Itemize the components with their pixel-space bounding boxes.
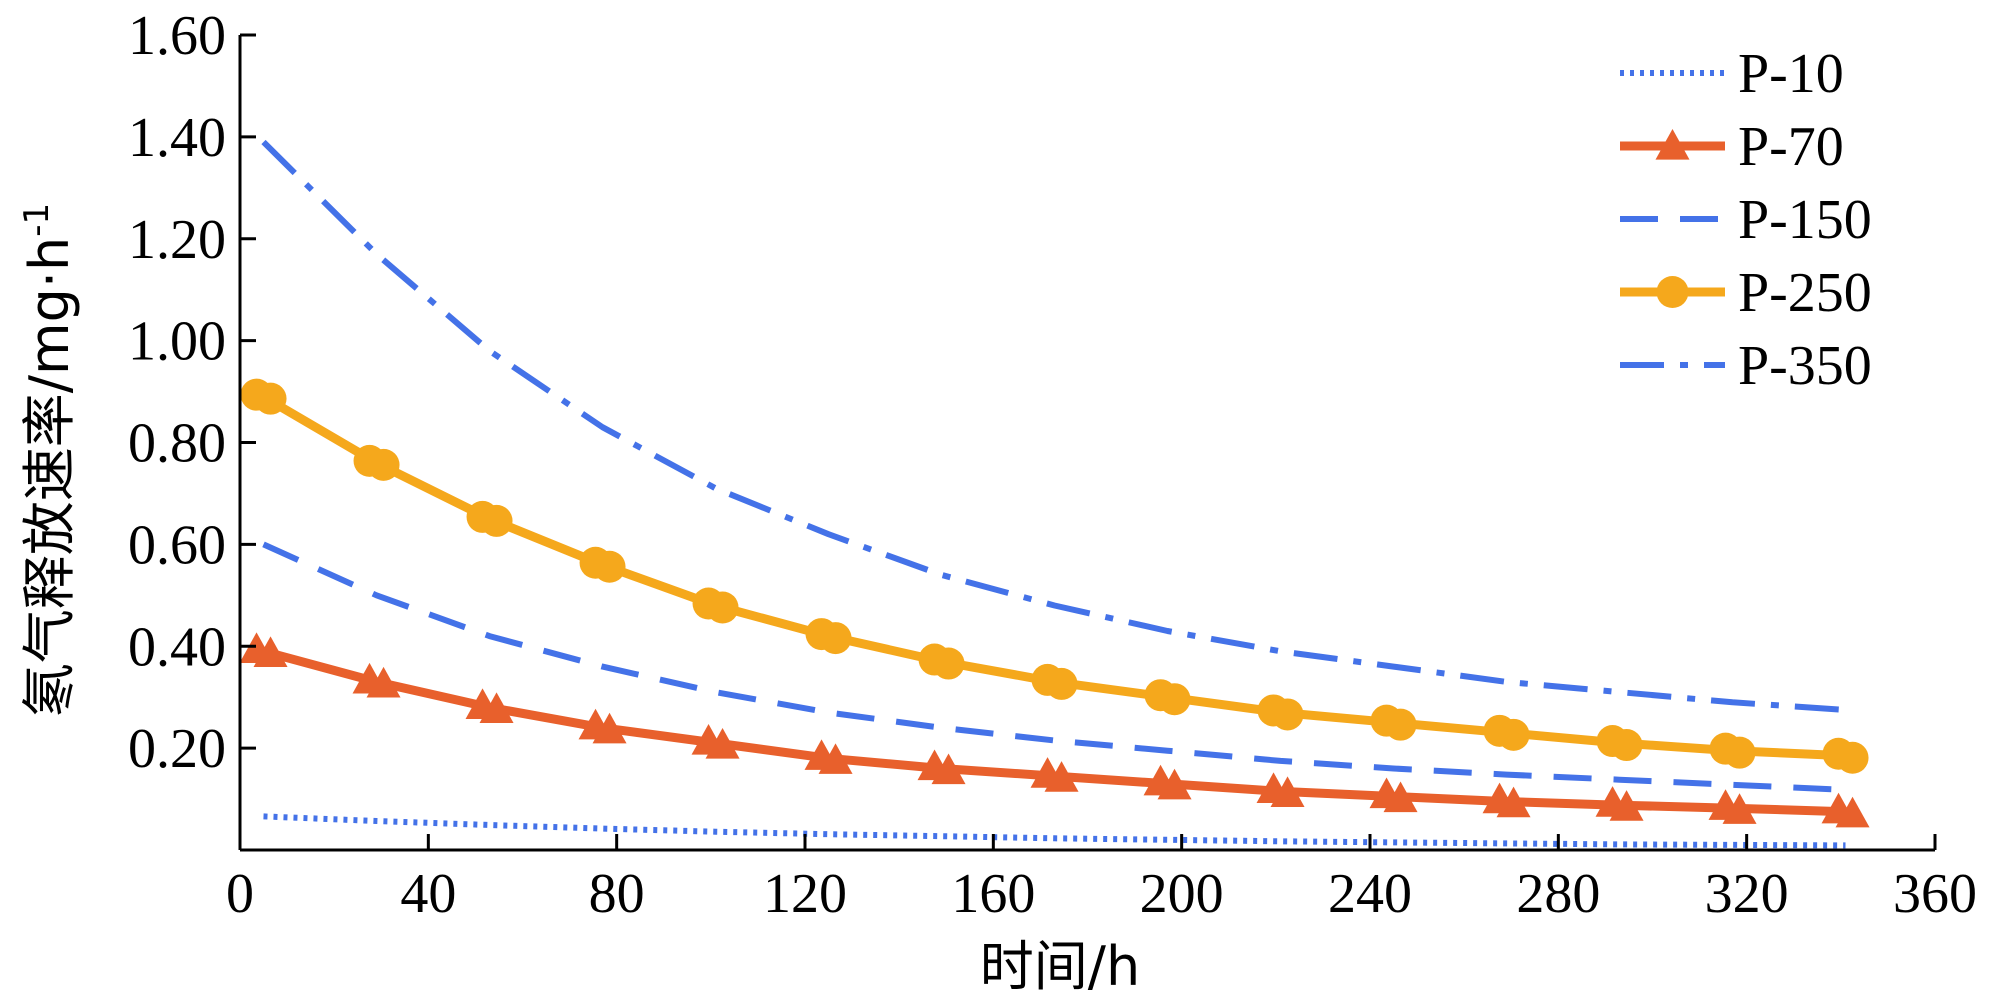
y-tick-label: 1.40	[128, 107, 226, 169]
legend: P-10 P-70 P-150 P-250 P-350	[1620, 43, 1872, 397]
y-tick-label: 1.20	[128, 209, 226, 271]
series-marker	[932, 647, 965, 680]
series-marker	[1609, 790, 1644, 821]
series-marker	[705, 728, 740, 759]
series-marker	[1271, 698, 1304, 731]
series-marker	[1723, 736, 1756, 769]
legend-item-p-350: P-350	[1620, 335, 1872, 397]
x-tick-label: 40	[400, 863, 456, 925]
series-marker	[1383, 781, 1418, 813]
series-marker	[593, 550, 626, 583]
x-axis-title: 时间/h	[980, 935, 1140, 998]
x-tick-label: 280	[1516, 863, 1600, 925]
series-marker	[1496, 786, 1531, 818]
legend-marker	[1656, 276, 1689, 308]
legend-item-p-250: P-250	[1620, 262, 1872, 324]
legend-label: P-250	[1738, 262, 1872, 324]
legend-item-p-150: P-150	[1620, 189, 1872, 251]
series-marker	[592, 712, 627, 744]
x-tick-label: 120	[763, 863, 847, 925]
series-marker	[1835, 796, 1870, 828]
series-p-10	[263, 813, 1846, 849]
y-tick-label: 1.60	[128, 5, 226, 67]
series-marker	[1610, 729, 1643, 762]
series-marker	[1158, 683, 1191, 716]
y-tick-label: 0.40	[128, 616, 226, 678]
series-marker	[1270, 776, 1305, 808]
series-line	[261, 139, 1846, 713]
y-axis-title: 氡气释放速率/mg·h-1	[17, 203, 81, 717]
series-marker	[1722, 793, 1757, 824]
x-tick-label: 240	[1328, 863, 1412, 925]
series-marker	[366, 666, 401, 698]
series-marker	[819, 622, 852, 655]
series-marker	[479, 692, 514, 723]
legend-marker	[1655, 129, 1690, 160]
legend-label: P-70	[1738, 116, 1844, 178]
axes: 0.20 0.40 0.60 0.80 1.00 1.20 1.40 1.60 0 40 80 120…	[128, 5, 1977, 925]
x-tick-label: 160	[951, 863, 1035, 925]
y-axis-title-exponent: -1	[17, 203, 57, 237]
series-marker	[367, 448, 400, 481]
legend-label: P-150	[1738, 189, 1872, 251]
x-tick-label: 360	[1893, 863, 1977, 925]
series-marker	[1497, 718, 1530, 751]
series-marker	[254, 382, 287, 415]
series-marker	[706, 591, 739, 624]
series-marker	[931, 753, 966, 785]
series-p-250	[240, 378, 1869, 774]
series-marker	[818, 743, 853, 774]
series-line	[262, 541, 1846, 793]
series-p-70	[239, 632, 1870, 828]
series-marker	[1045, 667, 1078, 700]
x-tick-label: 0	[226, 863, 254, 925]
legend-item-p-10: P-10	[1620, 43, 1844, 105]
plot-area	[239, 139, 1870, 849]
x-tick-label: 80	[589, 863, 645, 925]
y-tick-label: 0.60	[128, 514, 226, 576]
series-marker	[1044, 761, 1079, 792]
legend-label: P-350	[1738, 335, 1872, 397]
series-p-350	[261, 139, 1846, 713]
legend-label: P-10	[1738, 43, 1844, 105]
x-tick-label: 200	[1140, 863, 1224, 925]
y-axis-title-main: 氡气释放速率/mg·h	[18, 237, 81, 717]
series-marker	[1384, 708, 1417, 741]
legend-item-p-70: P-70	[1620, 116, 1844, 178]
series-line	[263, 813, 1846, 849]
series-marker	[480, 504, 513, 537]
series-p-150	[262, 541, 1846, 793]
series-marker	[1157, 768, 1192, 800]
y-tick-label: 0.20	[128, 718, 226, 780]
y-tick-label: 0.80	[128, 413, 226, 475]
series-marker	[253, 636, 288, 667]
series-marker	[1836, 741, 1869, 774]
y-tick-label: 1.00	[128, 311, 226, 373]
x-tick-label: 320	[1705, 863, 1789, 925]
